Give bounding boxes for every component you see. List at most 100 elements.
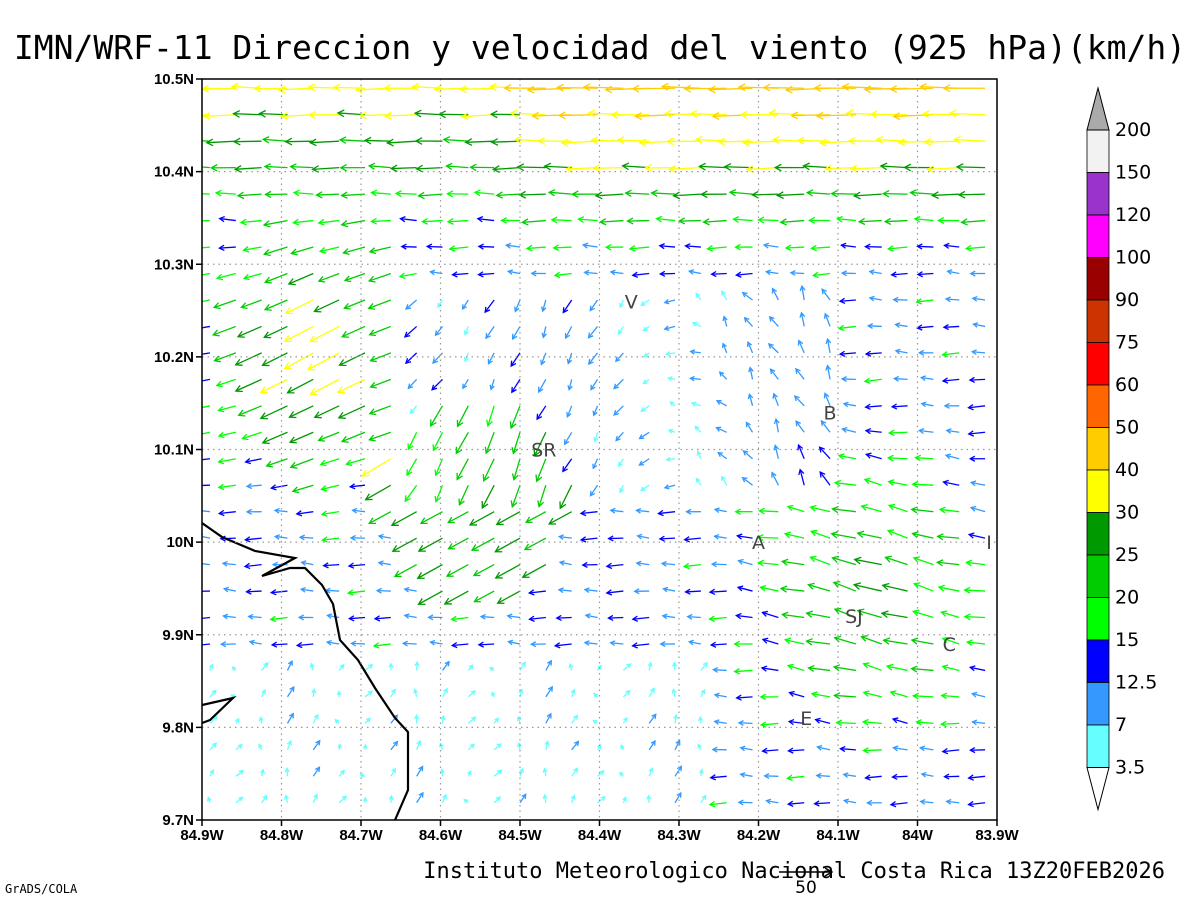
wind-vector [570, 794, 576, 803]
coastline [202, 522, 410, 820]
city-label-a: A [752, 532, 765, 554]
wind-vector [940, 692, 960, 700]
reference-vector: 50 [779, 867, 834, 898]
wind-vector [607, 535, 624, 542]
wind-vector [562, 458, 573, 473]
wind-vector [771, 287, 779, 301]
wind-vector [864, 403, 882, 410]
wind-vector [484, 432, 495, 455]
wind-vector [735, 612, 753, 620]
wind-vector [860, 504, 882, 513]
wind-vector [739, 772, 753, 778]
wind-vector [349, 534, 365, 541]
wind-vector [642, 378, 650, 385]
wind-vector [283, 794, 289, 803]
wind-vector [202, 533, 211, 539]
colorbar-swatch [1086, 554, 1110, 598]
wind-vector [439, 768, 445, 777]
wind-vector [398, 272, 417, 279]
wind-vector [291, 218, 314, 226]
wind-vector [643, 352, 650, 358]
wind-vector [419, 511, 443, 525]
wind-vector [518, 190, 546, 199]
wind-vector [689, 375, 701, 382]
wind-vector [892, 112, 934, 121]
wind-vector [683, 84, 727, 93]
wind-vector [622, 689, 631, 698]
wind-vector [910, 665, 934, 673]
wind-vector [589, 299, 599, 312]
wind-vector [694, 135, 727, 144]
wind-vector [762, 242, 779, 249]
colorbar-label: 3.5 [1115, 757, 1145, 779]
city-label-i: I [986, 532, 992, 554]
wind-vector [887, 479, 908, 486]
wind-vector [383, 84, 417, 93]
wind-vector [784, 244, 805, 252]
wind-vector [245, 508, 262, 515]
wind-vector [838, 297, 856, 305]
wind-vector [809, 504, 831, 513]
wind-vector [587, 326, 599, 339]
wind-vector [217, 457, 236, 465]
wind-vector [233, 165, 262, 173]
wind-vector [786, 663, 805, 672]
wind-vector [779, 585, 805, 593]
wind-vector [942, 479, 960, 486]
wind-vector [605, 562, 624, 570]
wind-vector [209, 164, 236, 172]
wind-vector [912, 582, 934, 592]
wind-vector [622, 663, 632, 671]
wind-vector [495, 191, 521, 199]
wind-vector [416, 765, 424, 777]
wind-vector [628, 244, 650, 252]
wind-vector [269, 484, 288, 491]
wind-vector [864, 243, 882, 250]
colorbar-swatch [1086, 427, 1110, 471]
wind-vector [529, 641, 546, 648]
wind-vector [864, 774, 882, 781]
wind-vector [295, 510, 314, 517]
wind-vector [288, 431, 314, 444]
wind-vector [892, 745, 908, 752]
wind-vector [747, 393, 754, 406]
wind-vector [887, 429, 908, 437]
wind-vector [493, 717, 500, 724]
colorbar-swatch [1086, 257, 1110, 301]
wind-vector [745, 421, 754, 433]
wind-vector [446, 190, 469, 198]
wind-vector [581, 561, 598, 568]
lat-tick-label: 9.8N [162, 719, 194, 736]
wind-vector [711, 746, 727, 753]
wind-vector [338, 795, 348, 804]
wind-vector [798, 468, 805, 486]
wind-vector [583, 640, 598, 646]
wind-vector [797, 443, 805, 459]
wind-vector [717, 451, 728, 460]
wind-vector [312, 766, 321, 777]
wind-vector [538, 379, 547, 394]
wind-vector [313, 299, 340, 313]
wind-vector [741, 138, 779, 147]
wind-vector [388, 794, 394, 803]
wind-vector [706, 245, 727, 252]
wind-vector [665, 456, 676, 462]
wind-vector [911, 692, 934, 700]
wind-vector [277, 85, 314, 94]
wind-vector [797, 339, 805, 354]
wind-vector [657, 509, 676, 517]
colorbar-label: 25 [1115, 544, 1139, 566]
wind-vector [833, 479, 856, 487]
wind-vector [650, 189, 676, 197]
wind-vector [338, 769, 346, 777]
wind-vector [807, 664, 831, 673]
wind-vector [644, 164, 676, 172]
wind-vector [733, 667, 753, 675]
wind-vector [425, 243, 443, 250]
wind-vector [700, 190, 727, 199]
wind-vector [270, 641, 288, 648]
wind-vector [336, 109, 366, 118]
wind-vector [689, 109, 727, 118]
wind-vector [221, 560, 236, 567]
reference-arrow-head [824, 867, 834, 877]
